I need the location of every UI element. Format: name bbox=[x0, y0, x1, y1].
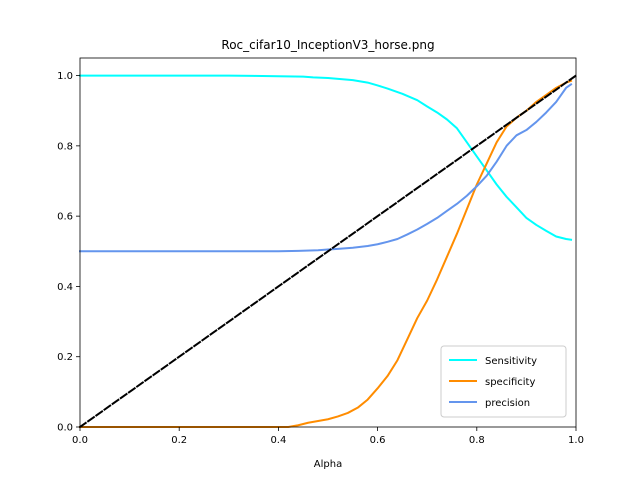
legend-box bbox=[440, 345, 567, 418]
y-tick-label: 0.8 bbox=[57, 141, 73, 152]
x-axis: 0.0 0.2 0.4 0.6 0.8 1.0 bbox=[72, 427, 584, 446]
legend-label: precision bbox=[485, 398, 530, 409]
y-axis: 0.0 0.2 0.4 0.6 0.8 1.0 bbox=[57, 71, 80, 434]
y-tick-label: 0.6 bbox=[57, 212, 73, 223]
x-tick-label: 1.0 bbox=[568, 435, 584, 446]
series-line-specificity bbox=[79, 79, 573, 428]
chart-title: Roc_cifar10_InceptionV3_horse.png bbox=[221, 38, 434, 52]
x-tick-label: 0.2 bbox=[171, 435, 187, 446]
y-tick-label: 1.0 bbox=[57, 71, 73, 82]
legend: Sensitivity specificity precision bbox=[440, 345, 567, 418]
y-tick-label: 0.4 bbox=[57, 282, 73, 293]
diagonal-reference-line bbox=[78, 74, 578, 429]
x-tick-label: 0.4 bbox=[270, 435, 286, 446]
series-line-sensitivity bbox=[79, 74, 573, 241]
legend-label: specificity bbox=[485, 377, 535, 388]
x-tick-label: 0.0 bbox=[72, 435, 88, 446]
series-layer bbox=[78, 74, 578, 429]
y-tick-label: 0.0 bbox=[57, 423, 73, 434]
plot-border bbox=[79, 57, 577, 428]
x-tick-label: 0.6 bbox=[370, 435, 386, 446]
x-tick-label: 0.8 bbox=[469, 435, 485, 446]
legend-label: Sensitivity bbox=[485, 356, 537, 367]
series-line-precision bbox=[79, 82, 573, 253]
x-axis-label: Alpha bbox=[314, 459, 342, 470]
y-tick-label: 0.2 bbox=[57, 352, 73, 363]
